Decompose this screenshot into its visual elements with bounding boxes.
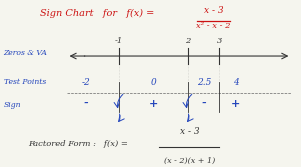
Text: 2: 2 [185,37,191,45]
Text: x - 3: x - 3 [203,6,223,15]
Text: +: + [149,98,158,109]
Text: 0: 0 [150,78,157,87]
Text: x - 3: x - 3 [180,127,199,136]
Text: Zeros & VA: Zeros & VA [4,49,48,57]
Text: Factored Form :   f(x) =: Factored Form : f(x) = [28,140,130,148]
Text: -2: -2 [82,78,91,87]
Text: Sign: Sign [4,101,21,109]
Text: -: - [84,98,88,109]
Text: -1: -1 [115,37,123,45]
Text: x² - x - 2: x² - x - 2 [196,22,231,30]
Text: 2.5: 2.5 [197,78,211,87]
Text: Sign Chart   for   f(x) =: Sign Chart for f(x) = [40,9,157,18]
Text: -: - [201,98,206,109]
Text: (x - 2)(x + 1): (x - 2)(x + 1) [164,157,215,165]
Text: +: + [231,98,240,109]
Text: Test Points: Test Points [4,78,46,86]
Text: 4: 4 [233,78,239,87]
Text: 3: 3 [217,37,222,45]
